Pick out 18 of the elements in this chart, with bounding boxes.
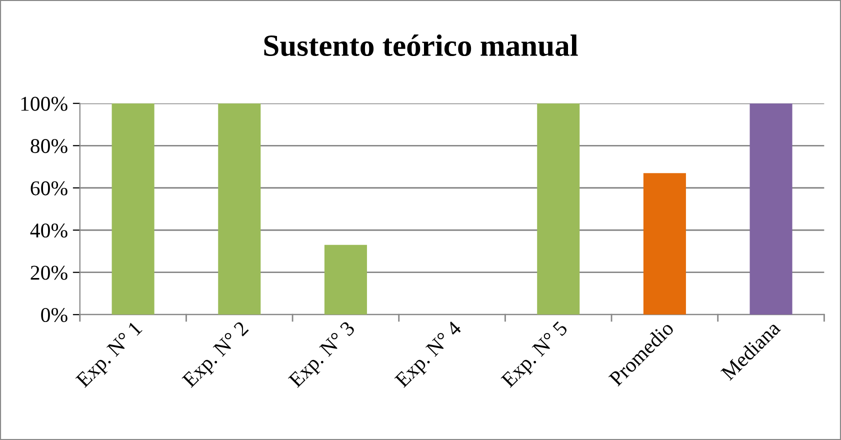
bar	[750, 103, 792, 315]
x-tick-label: Exp. N° 5	[500, 320, 572, 392]
x-tick-label: Exp. N° 3	[288, 320, 358, 392]
x-tick-label: Exp. N° 2	[182, 320, 252, 392]
bar	[112, 103, 154, 315]
y-tick-label: 80%	[30, 139, 68, 154]
x-tick-label: Exp. N° 1	[75, 320, 146, 392]
chart-title: Sustento teórico manual	[264, 34, 578, 56]
y-tick-label: 0%	[41, 308, 68, 322]
y-tick-label: 60%	[30, 181, 68, 196]
x-tick-label: Exp. N° 4	[394, 320, 466, 392]
y-tick-label: 20%	[30, 266, 68, 280]
bar	[537, 103, 580, 315]
bar	[643, 173, 686, 315]
y-tick-label: 100%	[21, 96, 68, 111]
bar	[218, 103, 261, 315]
bar	[324, 244, 367, 315]
y-tick-label: 40%	[30, 223, 68, 238]
